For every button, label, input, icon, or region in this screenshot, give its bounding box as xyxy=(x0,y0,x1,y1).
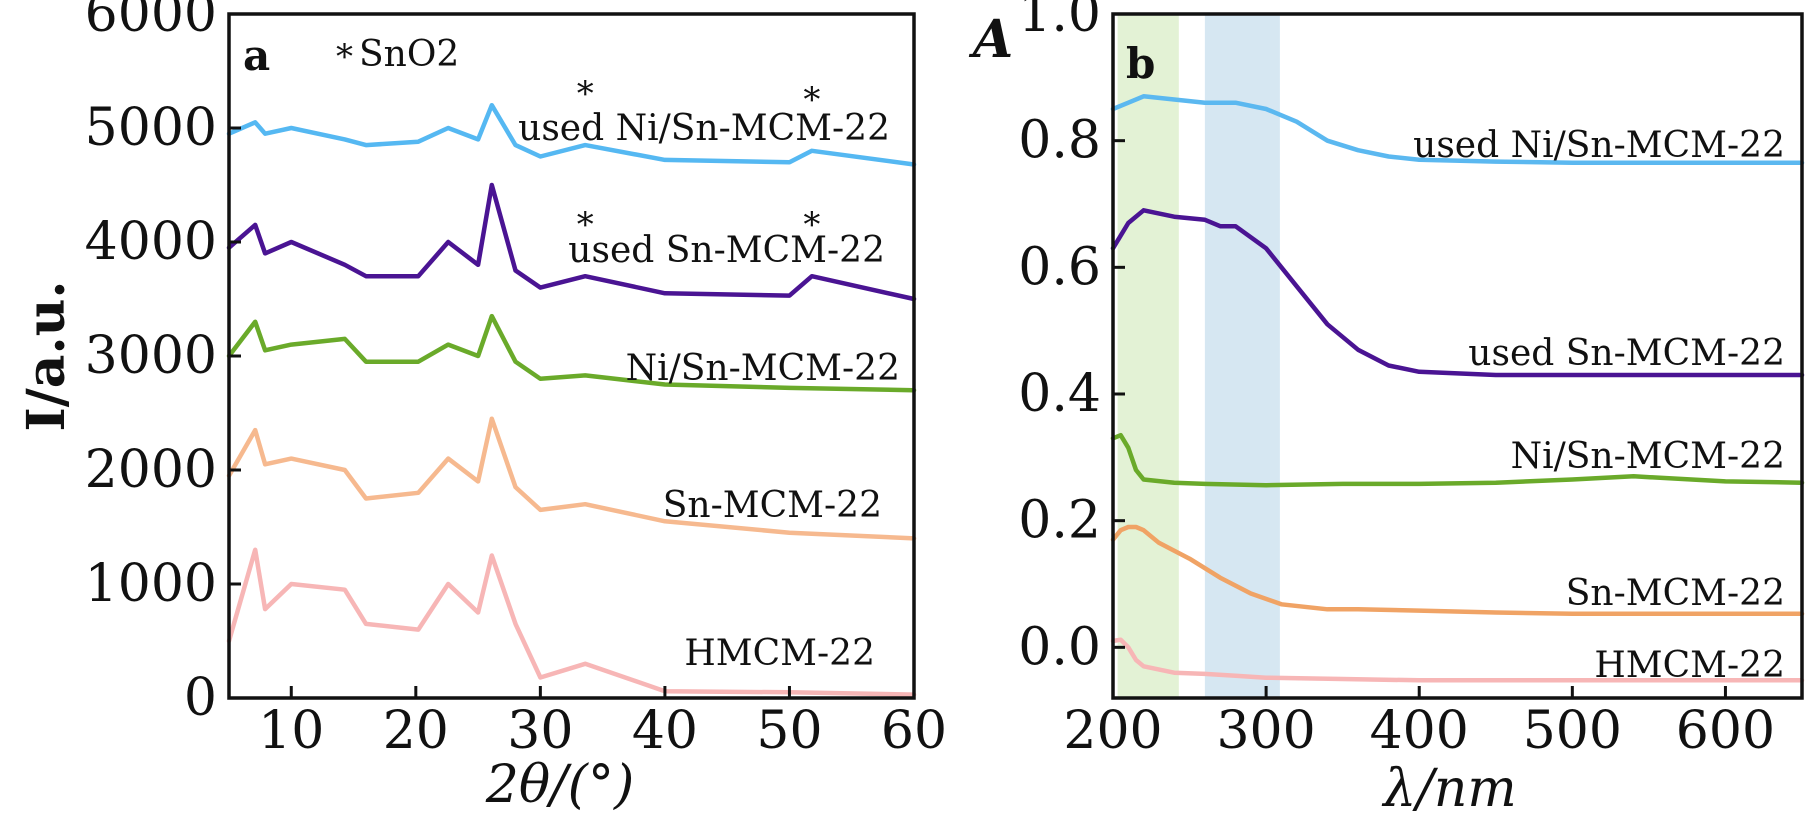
panel-a-series-line-ni-sn-mcm-22 xyxy=(226,313,917,393)
panel-b-x-tick-label: 300 xyxy=(1216,701,1315,761)
panel-b-series-label-used-ni-sn: used Ni/Sn-MCM-22 xyxy=(1413,125,1785,166)
panel-a-y-tick-label: 4000 xyxy=(85,212,217,272)
panel-b-absorbance-chart: 200 300 400 500 600 0.0 0.2 0.4 0.6 0.8 1.0 b used… xyxy=(968,0,1805,819)
panel-b-series-line-used-ni-sn-mcm-22 xyxy=(1110,94,1805,166)
panel-a-x-tick-label: 10 xyxy=(258,701,324,761)
panel-a-x-axis-title: 2θ/(°) xyxy=(485,755,634,815)
panel-a-y-tick-label: 0 xyxy=(184,668,217,728)
panel-a-y-axis-title: I/a.u. xyxy=(16,280,77,431)
panel-a-y-tick-label: 5000 xyxy=(85,98,217,158)
panel-a-series-label-hmcm: HMCM-22 xyxy=(684,633,875,674)
panel-a-xrd-chart: * * * * 10 20 30 40 50 60 0 1000 2000 3000 4000 5000 60… xyxy=(16,0,947,815)
panel-a-series-line-sn-mcm-22 xyxy=(226,416,917,541)
panel-a-x-tick-label: 60 xyxy=(881,701,947,761)
panel-b-series-line-hmcm-22 xyxy=(1110,637,1805,683)
panel-b-band-0 xyxy=(1117,14,1179,698)
panel-b-series-label-used-sn: used Sn-MCM-22 xyxy=(1468,333,1785,374)
panel-a-series-line-hmcm-22 xyxy=(226,547,917,697)
panel-b-y-axis-title: A xyxy=(968,9,1013,70)
panel-b-series-line-ni-sn-mcm-22 xyxy=(1110,432,1805,488)
panel-a-x-tick-label: 20 xyxy=(383,701,449,761)
panel-a-legend-text: SnO2 xyxy=(359,34,459,75)
panel-b-x-tick-label: 600 xyxy=(1676,701,1775,761)
panel-b-y-tick-label: 0.0 xyxy=(1018,617,1101,677)
panel-b-series-line-sn-mcm-22 xyxy=(1110,524,1805,617)
panel-b-y-tick-label: 0.4 xyxy=(1018,364,1101,424)
panel-a-series-line-used-ni-sn-mcm-22 xyxy=(226,102,917,167)
panel-b-y-tick-label: 1.0 xyxy=(1018,0,1101,44)
panel-a-series-label-sn: Sn-MCM-22 xyxy=(663,485,882,526)
panel-a-peak-marker-0: * xyxy=(577,74,594,114)
panel-a-series-label-used-sn: used Sn-MCM-22 xyxy=(568,230,885,271)
panel-b-x-tick-label: 400 xyxy=(1370,701,1469,761)
panel-a-series-label-ni-sn: Ni/Sn-MCM-22 xyxy=(626,348,900,389)
panel-a-peak-marker-3: * xyxy=(803,205,820,245)
panel-a-y-tick-label: 1000 xyxy=(85,554,217,614)
panel-a-y-tick-label: 2000 xyxy=(85,440,217,500)
panel-a-peak-marker-2: * xyxy=(577,205,594,245)
panel-b-plot-frame xyxy=(1111,12,1804,700)
panel-b-y-tick-label: 0.6 xyxy=(1018,237,1101,297)
panel-a-series-line-used-sn-mcm-22 xyxy=(226,182,917,302)
panel-b-series-label-hmcm: HMCM-22 xyxy=(1594,645,1785,686)
panel-a-y-tick-label: 3000 xyxy=(85,326,217,386)
panel-a-y-tick-label: 6000 xyxy=(85,0,217,44)
panel-b-y-tick-label: 0.8 xyxy=(1018,111,1101,171)
panel-b-series-label-ni-sn: Ni/Sn-MCM-22 xyxy=(1511,436,1785,477)
panel-b-y-tick-label: 0.2 xyxy=(1018,491,1101,551)
panel-a-legend-symbol: * xyxy=(336,37,353,77)
panel-a-x-tick-label: 30 xyxy=(507,701,573,761)
panel-a-x-tick-label: 50 xyxy=(756,701,822,761)
panel-b-highlight-bands xyxy=(1117,14,1280,698)
panel-b-label: b xyxy=(1126,39,1155,88)
panel-a-label: a xyxy=(243,31,270,80)
panel-a-axis-ticks: 10 20 30 40 50 60 0 1000 2000 3000 4000 5000 6000 xyxy=(85,0,947,761)
panel-b-x-axis-title: λ/nm xyxy=(1381,759,1516,819)
panel-a-series-label-used-ni-sn: used Ni/Sn-MCM-22 xyxy=(518,108,890,149)
panel-a-peak-markers: * * * * xyxy=(577,74,821,245)
panel-b-series-label-sn: Sn-MCM-22 xyxy=(1566,573,1785,614)
panel-a-peak-marker-1: * xyxy=(803,80,820,120)
panel-b-x-tick-label: 500 xyxy=(1523,701,1622,761)
panel-a-series-lines xyxy=(226,102,917,697)
panel-b-x-tick-label: 200 xyxy=(1063,701,1162,761)
panel-b-series-line-used-sn-mcm-22 xyxy=(1110,208,1805,378)
panel-a-x-tick-label: 40 xyxy=(632,701,698,761)
panel-b-series-lines xyxy=(1110,94,1805,683)
panel-b-axis-ticks: 200 300 400 500 600 0.0 0.2 0.4 0.6 0.8 1.0 xyxy=(1018,0,1775,761)
panel-b-band-1 xyxy=(1204,14,1280,698)
